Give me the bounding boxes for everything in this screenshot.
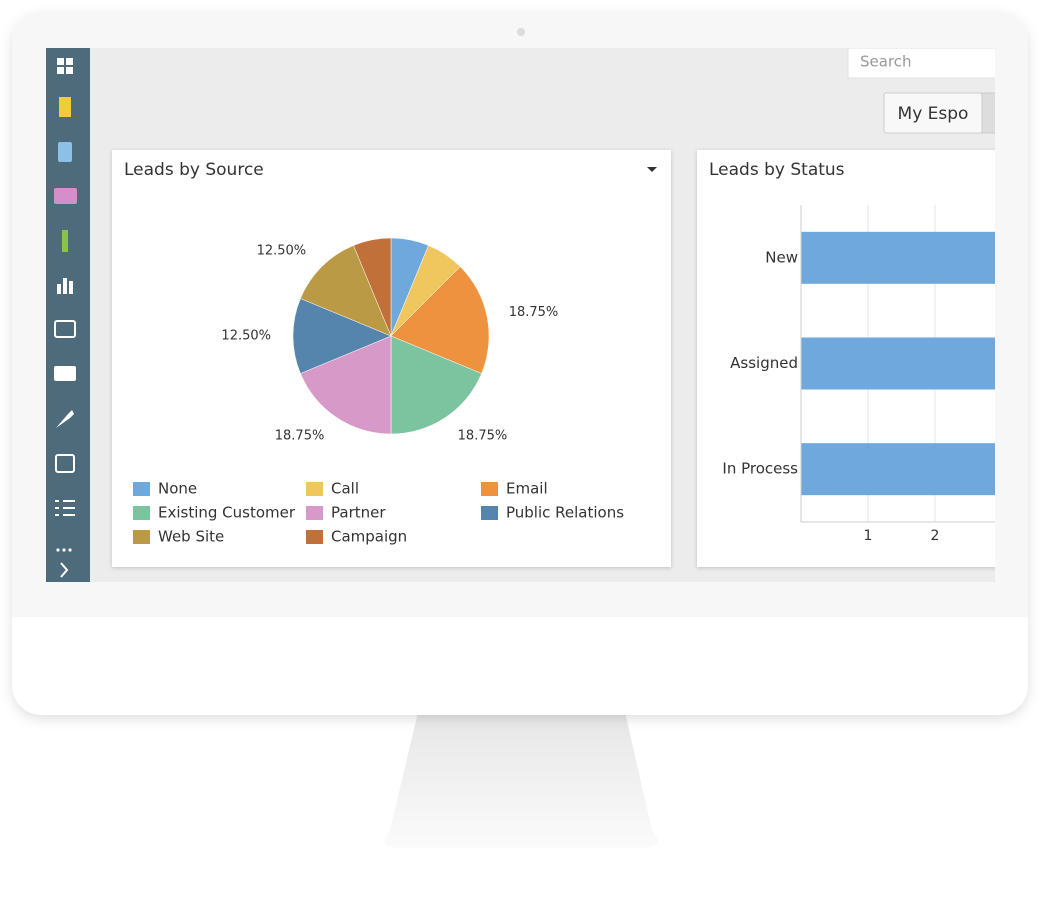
legend-swatch bbox=[306, 482, 323, 496]
slice-label: 18.75% bbox=[458, 428, 508, 443]
sidebar bbox=[46, 48, 90, 582]
pie-slice bbox=[300, 335, 392, 435]
icon-email[interactable] bbox=[54, 366, 76, 381]
icon-accounts[interactable] bbox=[59, 97, 71, 117]
pie-slice bbox=[300, 245, 392, 337]
legend-swatch bbox=[306, 530, 323, 544]
legend-swatch bbox=[481, 482, 498, 496]
slice-label: 12.50% bbox=[221, 329, 271, 344]
bar bbox=[801, 337, 995, 390]
icon-tasks[interactable] bbox=[55, 500, 75, 516]
icon-list[interactable] bbox=[54, 320, 76, 338]
icon-calendar[interactable] bbox=[55, 454, 75, 473]
legend-label: Partner bbox=[331, 504, 386, 522]
panel-title: Leads by Source bbox=[124, 160, 264, 180]
y-category-label: In Process bbox=[722, 460, 798, 478]
slice-label: 18.75% bbox=[275, 428, 325, 443]
y-category-label: New bbox=[765, 248, 798, 266]
pie-slice bbox=[353, 237, 392, 337]
icon-more[interactable] bbox=[56, 548, 72, 552]
panel-title: Leads by Status bbox=[709, 160, 845, 180]
slice-label: 18.75% bbox=[509, 305, 559, 320]
charts: None Call 18.75% Email 18.75% Existing Custom… bbox=[133, 205, 995, 546]
pie-slice bbox=[292, 298, 392, 374]
search-box[interactable] bbox=[847, 48, 1008, 79]
legend-label: Call bbox=[331, 480, 359, 498]
bar bbox=[801, 231, 995, 284]
screen: Search My Espo Leads by Source Leads by … bbox=[46, 48, 1012, 582]
legend-label: None bbox=[158, 480, 197, 498]
slice-label: 12.50% bbox=[257, 244, 307, 259]
legend-swatch bbox=[481, 506, 498, 520]
legend-label: Public Relations bbox=[506, 504, 624, 522]
legend-label: Campaign bbox=[331, 528, 407, 546]
sidebar-icons bbox=[54, 58, 77, 578]
x-tick-label: 1 bbox=[864, 528, 873, 544]
legend-swatch bbox=[133, 530, 150, 544]
camera bbox=[517, 28, 525, 36]
icon-contacts[interactable] bbox=[58, 142, 72, 162]
tab-button[interactable] bbox=[981, 92, 1012, 134]
pie-slice bbox=[390, 335, 482, 435]
legend-swatch bbox=[306, 506, 323, 520]
legend-label: Web Site bbox=[158, 528, 224, 546]
legend-label: Email bbox=[506, 480, 548, 498]
pie-slice bbox=[390, 266, 490, 374]
x-tick-label: 2 bbox=[931, 528, 940, 544]
bar bbox=[801, 443, 995, 496]
icon-dashboard[interactable] bbox=[57, 58, 73, 74]
monitor-chin bbox=[12, 617, 1028, 657]
legend-swatch bbox=[133, 506, 150, 520]
y-category-label: Assigned bbox=[730, 354, 798, 372]
legend-label: Existing Customer bbox=[158, 504, 296, 522]
icon-admin[interactable] bbox=[56, 410, 74, 428]
search-placeholder: Search bbox=[860, 53, 912, 71]
icon-leads[interactable] bbox=[54, 188, 77, 204]
legend-swatch bbox=[133, 482, 150, 496]
tab-label: My Espo bbox=[898, 104, 969, 124]
icon-collapse[interactable] bbox=[60, 562, 69, 578]
panel-menu[interactable] bbox=[647, 167, 657, 172]
icon-reports[interactable] bbox=[57, 278, 73, 294]
monitor-stand bbox=[384, 712, 658, 848]
icon-opportunities[interactable] bbox=[62, 230, 68, 252]
